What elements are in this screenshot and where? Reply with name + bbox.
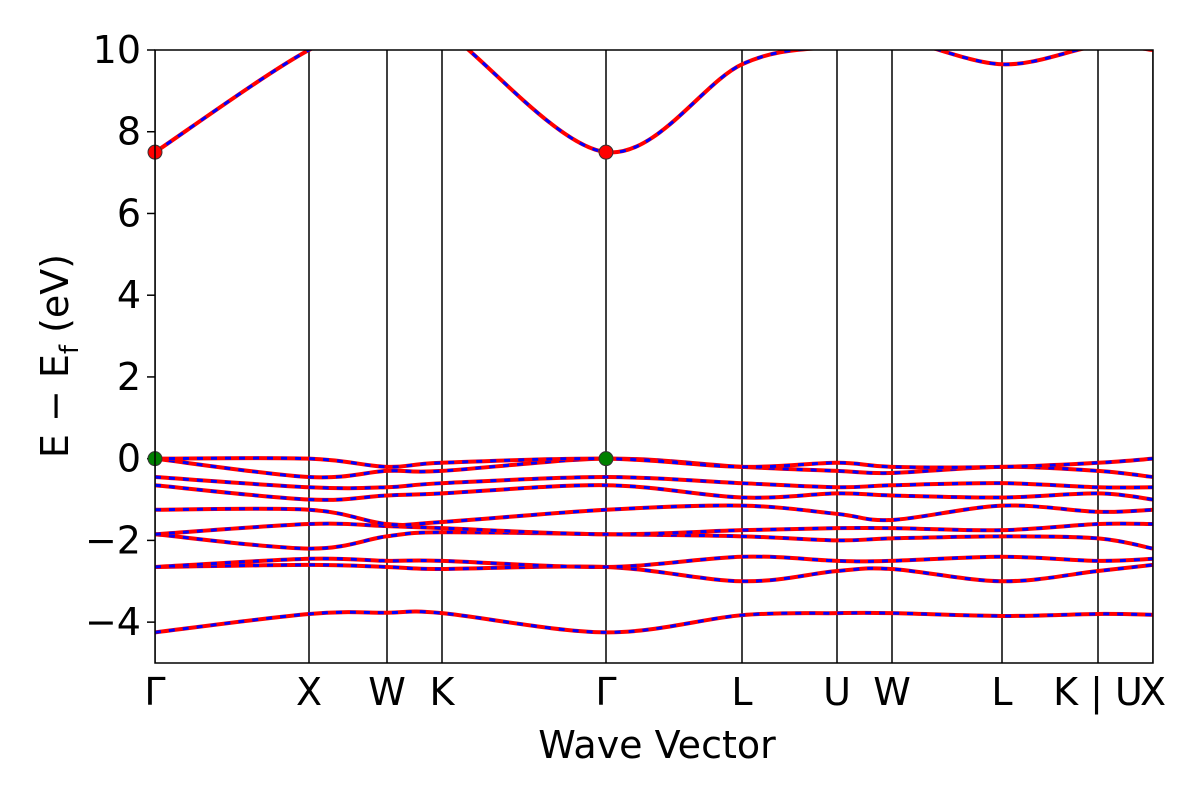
band-line-dashed	[155, 522, 1153, 536]
y-tick-label: 4	[117, 273, 141, 317]
band-line-dashed	[155, 503, 1153, 527]
band-line	[155, 562, 1153, 584]
y-axis-label-main: E − E	[33, 354, 77, 458]
band-line-dashed	[155, 555, 1153, 569]
band-line-dashed	[155, 530, 1153, 551]
x-tick-label: Γ	[595, 670, 616, 714]
x-tick-label: K	[430, 670, 456, 714]
band-line-dashed	[155, 456, 1153, 469]
y-tick-label: 10	[93, 28, 141, 72]
x-tick-label: X	[296, 670, 322, 714]
y-tick-label: −2	[85, 518, 141, 562]
x-tick-label: W	[368, 670, 406, 714]
extremum-marker	[598, 451, 614, 467]
axes-frame	[154, 49, 1154, 664]
band-line-dashed	[155, 610, 1153, 634]
band-line-dashed	[155, 50, 1153, 154]
band-line	[155, 456, 1153, 470]
y-tick-label: 6	[117, 191, 141, 235]
x-tick-label: X	[1140, 670, 1166, 714]
band-line-dashed	[155, 475, 1153, 490]
y-tick-label: 8	[117, 110, 141, 154]
extremum-marker	[598, 144, 614, 160]
band-line	[155, 50, 1153, 155]
x-tick-label: L	[991, 670, 1012, 714]
y-axis-label: E − Ef (eV)	[33, 254, 85, 458]
x-tick-label: K | U	[1053, 670, 1143, 715]
y-axis-label-sub: f	[55, 344, 85, 354]
band-line-dashed	[155, 563, 1153, 583]
band-line	[155, 503, 1153, 527]
band-line	[155, 609, 1153, 635]
plot-area	[155, 50, 1153, 663]
y-axis-label-unit: (eV)	[33, 254, 77, 333]
x-tick-label: Γ	[144, 670, 165, 714]
y-tick-label: 2	[117, 355, 141, 399]
x-axis-label: Wave Vector	[538, 723, 776, 767]
x-tick-label: L	[731, 670, 752, 714]
band-line	[155, 521, 1153, 537]
y-tick-label: −4	[85, 600, 141, 644]
x-tick-label: W	[873, 670, 911, 714]
band-line-dashed	[155, 483, 1153, 502]
y-tick-label: 0	[117, 437, 141, 481]
x-tick-label: U	[823, 670, 851, 714]
